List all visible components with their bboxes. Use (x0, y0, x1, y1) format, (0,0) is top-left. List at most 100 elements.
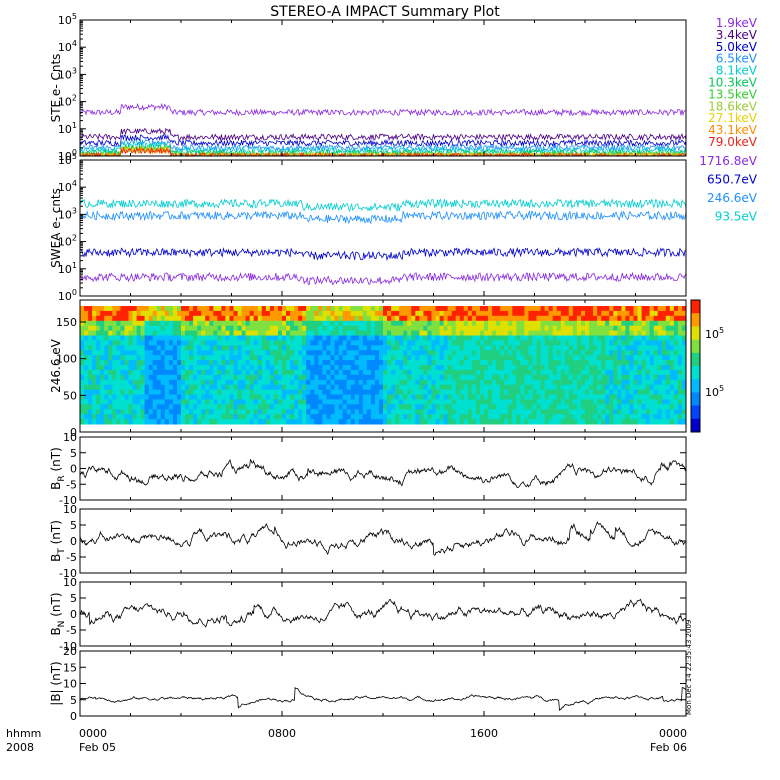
pad-cell (488, 340, 493, 346)
pad-cell (185, 414, 190, 420)
pad-cell (669, 330, 675, 336)
pad-cell (84, 389, 89, 395)
pad-cell (682, 310, 687, 317)
pad-cell (120, 360, 125, 366)
pad-cell (205, 394, 210, 400)
pad-cell (447, 419, 453, 425)
pad-cell (629, 419, 634, 425)
pad-cell (84, 384, 89, 391)
pad-cell (306, 340, 311, 346)
pad-cell (164, 306, 170, 312)
pad-cell (629, 350, 634, 356)
pad-cell (205, 389, 210, 395)
pad-cell (177, 419, 182, 425)
pad-cell (673, 335, 679, 341)
pad-cell (576, 404, 582, 410)
pad-cell (387, 360, 392, 366)
pad-cell (366, 340, 372, 346)
pad-cell (358, 394, 364, 400)
pad-cell (617, 325, 622, 332)
pad-cell (294, 374, 299, 381)
pad-cell (576, 369, 582, 376)
x-tick-time: 1600 (470, 727, 498, 740)
pad-cell (508, 355, 513, 361)
pad-cell (168, 365, 174, 371)
pad-cell (213, 394, 218, 400)
pad-cell (407, 335, 412, 341)
pad-cell (492, 315, 497, 322)
pad-cell (609, 350, 614, 356)
pad-cell (439, 365, 445, 371)
pad-cell (463, 379, 469, 386)
pad-cell (310, 389, 315, 395)
pad-cell (128, 389, 133, 395)
pad-cell (302, 409, 307, 415)
pad-cell (447, 310, 453, 317)
pad-cell (568, 419, 574, 425)
pad-cell (265, 399, 271, 405)
pad-cell (387, 306, 392, 312)
pad-cell (621, 414, 626, 420)
pad-cell (500, 379, 505, 386)
pad-cell (136, 330, 142, 336)
pad-cell (669, 399, 675, 405)
pad-cell (665, 365, 671, 371)
pad-cell (108, 369, 113, 376)
pad-cell (669, 325, 675, 332)
pad-cell (423, 350, 428, 356)
pad-cell (241, 320, 247, 327)
pad-cell (431, 365, 436, 371)
pad-cell (225, 384, 230, 391)
pad-cell (104, 409, 109, 415)
pad-cell (589, 355, 594, 361)
pad-cell (431, 384, 436, 391)
pad-cell (100, 404, 105, 410)
pad-cell (241, 409, 247, 415)
pad-cell (653, 414, 659, 420)
pad-cell (346, 310, 352, 317)
pad-cell (427, 394, 432, 400)
pad-cell (682, 419, 687, 425)
pad-cell (124, 389, 129, 395)
pad-cell (96, 335, 101, 341)
pad-cell (532, 315, 537, 322)
pad-cell (269, 365, 275, 371)
pad-cell (209, 404, 214, 410)
pad-cell (564, 399, 570, 405)
pad-cell (653, 325, 659, 332)
pad-cell (298, 414, 303, 420)
pad-cell (290, 306, 295, 312)
pad-cell (637, 374, 642, 381)
pad-cell (237, 325, 243, 332)
pad-cell (415, 369, 420, 376)
pad-cell (334, 419, 339, 425)
pad-cell (625, 360, 630, 366)
pad-cell (177, 404, 182, 410)
pad-cell (556, 335, 562, 341)
pad-cell (407, 389, 412, 395)
pad-cell (326, 345, 331, 351)
pad-cell (629, 374, 634, 381)
pad-cell (189, 379, 194, 386)
pad-cell (302, 306, 307, 312)
swea-ytick-base: 10 (58, 236, 72, 249)
pad-cell (88, 384, 93, 391)
pad-cell (524, 394, 529, 400)
pad-cell (370, 315, 376, 322)
pad-cell (556, 340, 562, 346)
pad-cell (516, 404, 521, 410)
pad-cell (447, 374, 453, 381)
pad-cell (80, 389, 85, 395)
pad-cell (249, 335, 255, 341)
pad-cell (334, 340, 339, 346)
pad-cell (338, 325, 344, 332)
pad-cell (560, 399, 566, 405)
pad-cell (423, 320, 428, 327)
pad-cell (128, 335, 133, 341)
pad-cell (193, 374, 198, 381)
pad-cell (560, 330, 566, 336)
pad-cell (265, 409, 271, 415)
pad-cell (140, 306, 146, 312)
pad-cell (677, 350, 683, 356)
pad-cell (346, 315, 352, 322)
